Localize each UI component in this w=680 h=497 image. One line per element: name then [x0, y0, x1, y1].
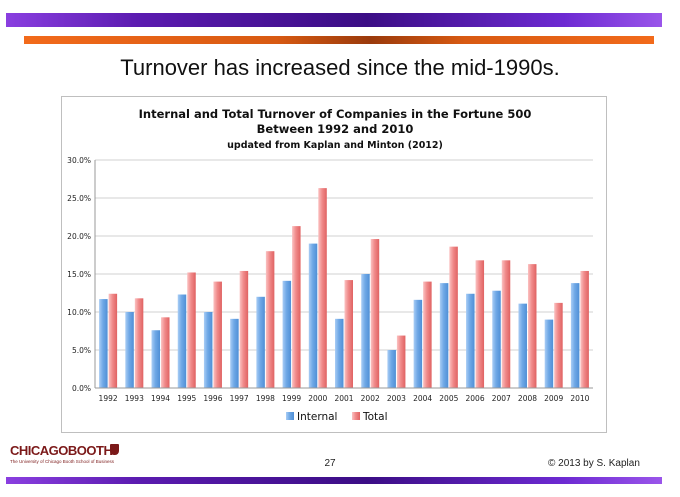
x-tick-label: 1998: [256, 394, 275, 403]
y-tick-label: 5.0%: [72, 346, 91, 355]
bar-internal: [177, 294, 187, 388]
logo-subtext: The University of Chicago Booth School o…: [10, 459, 115, 464]
slide-title: Turnover has increased since the mid-199…: [120, 55, 560, 80]
x-tick-label: 2000: [308, 394, 327, 403]
bar-internal: [230, 318, 239, 388]
x-tick-label: 1996: [203, 394, 222, 403]
y-tick-label: 10.0%: [67, 308, 91, 317]
bar-total: [423, 281, 432, 388]
shield-icon: [110, 444, 119, 455]
bar-internal: [492, 290, 501, 388]
y-tick-label: 30.0%: [67, 156, 91, 165]
turnover-chart: Internal and Total Turnover of Companies…: [67, 107, 593, 423]
x-tick-label: 1997: [230, 394, 249, 403]
bar-internal: [282, 280, 292, 388]
bar-internal: [413, 299, 423, 388]
bar-internal: [99, 299, 108, 388]
copyright: © 2013 by S. Kaplan: [548, 458, 640, 469]
x-tick-label: 1995: [177, 394, 196, 403]
x-tick-label: 2002: [361, 394, 380, 403]
bar-total: [449, 246, 458, 388]
bar-total: [396, 335, 406, 388]
x-tick-label: 2009: [544, 394, 563, 403]
legend-total-swatch: [352, 412, 360, 420]
legend-internal-label: Internal: [297, 411, 337, 423]
bar-total: [187, 272, 196, 388]
bar-total: [318, 188, 327, 388]
chart-title-line-1: Internal and Total Turnover of Companies…: [139, 107, 532, 121]
bar-internal: [335, 318, 344, 388]
x-tick-label: 1993: [125, 394, 144, 403]
bar-total: [161, 317, 170, 388]
bar-internal: [308, 243, 318, 388]
bar-internal: [151, 330, 161, 388]
bar-total: [527, 264, 537, 388]
x-tick-label: 2005: [439, 394, 458, 403]
y-tick-label: 15.0%: [67, 270, 91, 279]
chicago-booth-logo: CHICAGOBOOTH The University of Chicago B…: [10, 443, 160, 471]
y-tick-label: 25.0%: [67, 194, 91, 203]
legend-total-label: Total: [362, 411, 388, 423]
bar-total: [134, 298, 144, 388]
bar-internal: [544, 319, 554, 388]
x-tick-label: 1999: [282, 394, 301, 403]
bar-total: [501, 260, 511, 388]
logo-wordmark: CHICAGOBOOTH: [10, 443, 113, 458]
bar-total: [292, 226, 301, 388]
chart-title-line-2: Between 1992 and 2010: [257, 122, 414, 136]
bar-internal: [570, 283, 580, 388]
bar-total: [265, 251, 275, 388]
bar-total: [554, 302, 563, 388]
top-purple-bar: [6, 13, 662, 27]
chart-frame: Internal and Total Turnover of Companies…: [61, 96, 607, 433]
x-tick-label: 2006: [466, 394, 485, 403]
legend-internal-swatch: [286, 412, 294, 420]
chart-subtitle: updated from Kaplan and Minton (2012): [227, 140, 443, 151]
bar-internal: [361, 274, 370, 388]
y-tick-label: 20.0%: [67, 232, 91, 241]
x-tick-label: 2007: [492, 394, 511, 403]
page-number: 27: [324, 458, 336, 469]
bar-total: [475, 260, 485, 388]
x-tick-label: 2004: [413, 394, 432, 403]
x-tick-label: 2008: [518, 394, 537, 403]
bar-total: [213, 281, 222, 388]
top-orange-bar: [24, 36, 654, 44]
x-tick-label: 1994: [151, 394, 170, 403]
x-tick-label: 1992: [99, 394, 118, 403]
bar-internal: [387, 350, 396, 388]
bar-total: [108, 293, 118, 388]
bar-internal: [439, 283, 449, 388]
bar-internal: [256, 296, 265, 388]
x-tick-label: 2010: [570, 394, 589, 403]
bar-internal: [125, 312, 134, 388]
bar-total: [239, 270, 249, 388]
bar-internal: [518, 303, 527, 388]
bar-total: [580, 270, 589, 388]
bar-internal: [466, 293, 475, 388]
x-tick-label: 2003: [387, 394, 406, 403]
bar-internal: [203, 312, 213, 388]
bottom-purple-bar: [6, 477, 662, 484]
x-tick-label: 2001: [334, 394, 353, 403]
bar-total: [370, 239, 380, 388]
bar-total: [344, 280, 353, 388]
y-tick-label: 0.0%: [72, 384, 91, 393]
